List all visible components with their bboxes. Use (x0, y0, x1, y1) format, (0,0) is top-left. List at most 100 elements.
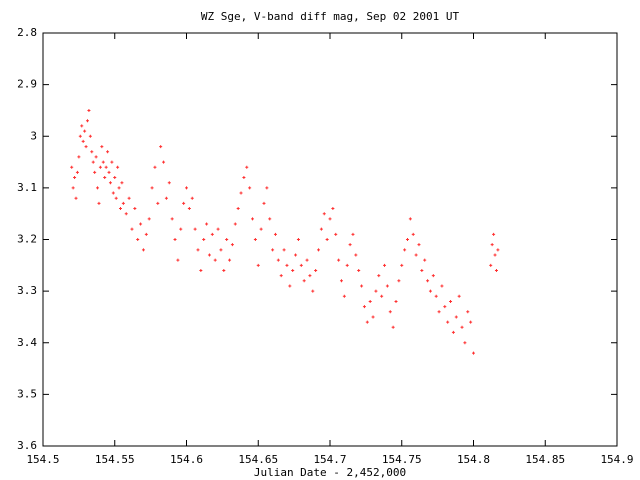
data-point (268, 217, 272, 221)
data-point (182, 201, 186, 205)
data-point (368, 299, 372, 303)
data-point (466, 310, 470, 314)
data-point (348, 243, 352, 247)
data-point (259, 227, 263, 231)
x-tick-label: 154.6 (170, 453, 203, 466)
data-point (256, 263, 260, 267)
data-point (374, 289, 378, 293)
y-tick-label: 3.2 (17, 233, 37, 246)
data-point (190, 196, 194, 200)
x-tick-label: 154.75 (382, 453, 422, 466)
data-point (314, 268, 318, 272)
data-point (440, 284, 444, 288)
data-point (454, 315, 458, 319)
data-point (98, 165, 102, 169)
data-point (380, 294, 384, 298)
data-point (136, 238, 140, 241)
data-point (299, 263, 303, 267)
data-point (239, 191, 243, 195)
data-point (492, 232, 496, 236)
data-point (193, 227, 197, 231)
data-point (173, 238, 177, 241)
data-point (302, 279, 306, 283)
data-point (150, 186, 154, 190)
data-point (449, 299, 453, 303)
data-point (205, 222, 209, 226)
data-point (87, 108, 91, 112)
data-point (472, 351, 475, 355)
data-point (288, 284, 292, 288)
data-point (225, 238, 229, 241)
data-point (91, 160, 95, 164)
data-point (253, 238, 257, 241)
data-point (94, 155, 98, 159)
data-point (83, 129, 87, 133)
data-point (77, 155, 81, 159)
data-point (80, 124, 84, 128)
data-point (141, 248, 145, 252)
data-point (334, 232, 338, 236)
data-point (127, 196, 131, 200)
data-point (113, 176, 117, 180)
data-point (400, 263, 404, 267)
data-point (365, 320, 369, 324)
data-point (219, 248, 223, 252)
data-point (202, 238, 206, 241)
data-point (88, 134, 92, 138)
data-point (417, 243, 421, 247)
data-point (305, 258, 309, 262)
data-point (351, 232, 355, 236)
data-point (216, 227, 220, 231)
data-point (117, 186, 121, 190)
data-point (93, 170, 97, 174)
data-point (162, 160, 166, 164)
data-point (294, 253, 298, 257)
data-point (397, 279, 401, 283)
data-point (144, 232, 148, 236)
data-point (210, 232, 214, 236)
data-point (262, 201, 266, 205)
data-point (423, 258, 427, 262)
data-point (265, 186, 269, 190)
data-point (414, 253, 418, 257)
data-point (236, 207, 240, 211)
data-point (185, 186, 188, 190)
data-point (170, 217, 174, 221)
data-point (339, 279, 343, 283)
data-point (446, 320, 450, 324)
data-point (106, 150, 110, 154)
data-point (493, 253, 497, 257)
x-tick-label: 154.7 (313, 453, 346, 466)
data-point (111, 191, 115, 195)
data-point (319, 227, 323, 231)
y-tick-label: 3.6 (17, 439, 37, 452)
data-point (371, 315, 375, 319)
data-point (463, 341, 467, 345)
data-point (164, 196, 168, 200)
data-point (78, 134, 82, 138)
data-point (273, 232, 277, 236)
x-tick-label: 154.65 (238, 453, 278, 466)
data-point (248, 186, 252, 190)
data-point (230, 243, 234, 247)
data-point (403, 248, 407, 252)
data-point (443, 305, 447, 309)
data-point (167, 181, 171, 185)
data-point (107, 170, 111, 174)
y-tick-label: 3.1 (17, 181, 37, 194)
data-point (434, 294, 438, 298)
data-point (285, 263, 289, 267)
data-point (388, 310, 392, 314)
data-point (228, 258, 232, 262)
data-point (411, 232, 415, 236)
data-point (354, 253, 358, 257)
data-point (85, 119, 89, 123)
data-point (104, 165, 108, 169)
data-point (81, 139, 85, 143)
data-point (120, 181, 124, 185)
y-tick-label: 2.9 (17, 78, 37, 91)
data-point (116, 165, 120, 169)
data-point (179, 227, 183, 231)
data-point (133, 207, 137, 211)
